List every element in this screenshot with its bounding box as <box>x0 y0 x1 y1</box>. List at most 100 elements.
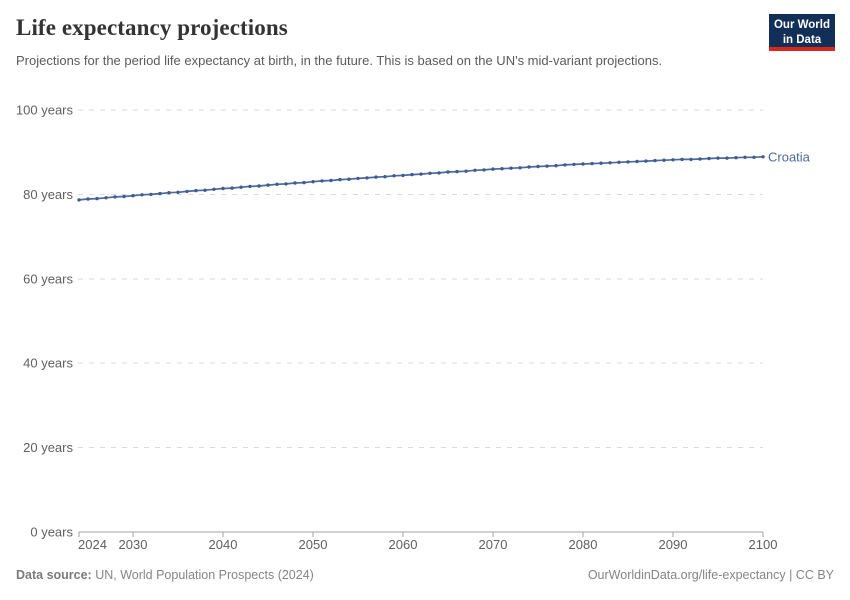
series-point[interactable] <box>194 188 198 193</box>
series-point[interactable] <box>293 181 297 185</box>
series-point[interactable] <box>527 165 531 169</box>
series-point[interactable] <box>347 177 351 181</box>
x-tick-label: 2050 <box>299 537 328 552</box>
series-point[interactable] <box>761 155 765 159</box>
y-tick-label: 0 years <box>30 525 73 540</box>
series-point[interactable] <box>689 157 693 162</box>
series-point[interactable] <box>239 185 243 189</box>
series-point[interactable] <box>554 164 558 168</box>
x-tick-label: 2024 <box>78 537 107 552</box>
series-point[interactable] <box>545 164 549 168</box>
series-point[interactable] <box>635 159 639 164</box>
series-point[interactable] <box>725 156 729 160</box>
owid-logo-line1: Our World <box>773 19 830 31</box>
series-point[interactable] <box>752 155 756 159</box>
series-point[interactable] <box>743 155 747 159</box>
series-point[interactable] <box>140 193 144 197</box>
y-tick-label: 100 years <box>16 103 74 118</box>
series-point[interactable] <box>446 170 450 174</box>
series-point[interactable] <box>653 158 657 163</box>
series-point[interactable] <box>500 167 504 171</box>
series-point[interactable] <box>482 168 486 172</box>
series-point[interactable] <box>104 196 108 200</box>
series-point[interactable] <box>644 159 648 163</box>
series-point[interactable] <box>365 176 369 180</box>
series-point[interactable] <box>734 156 738 160</box>
series-point[interactable] <box>338 177 342 182</box>
series-point[interactable] <box>608 161 612 165</box>
series-point[interactable] <box>455 169 459 174</box>
series-point[interactable] <box>113 195 117 199</box>
series-point[interactable] <box>131 194 135 198</box>
series-point[interactable] <box>185 189 189 194</box>
y-tick-label: 80 years <box>23 187 73 202</box>
series-point[interactable] <box>77 198 81 202</box>
series-point[interactable] <box>617 160 621 164</box>
series-point[interactable] <box>95 196 99 201</box>
owid-logo[interactable]: Our World in Data <box>769 14 835 51</box>
series-point[interactable] <box>203 188 207 192</box>
series-point[interactable] <box>698 157 702 161</box>
series-point[interactable] <box>599 161 603 165</box>
y-tick-label: 60 years <box>23 271 73 286</box>
series-point[interactable] <box>176 190 180 194</box>
series-point[interactable] <box>383 175 387 179</box>
x-tick-label: 2090 <box>659 537 688 552</box>
series-point[interactable] <box>311 180 315 184</box>
x-tick-label: 2080 <box>569 537 598 552</box>
series-point[interactable] <box>491 167 495 171</box>
series-point[interactable] <box>509 166 513 170</box>
series-point[interactable] <box>329 178 333 183</box>
series-point[interactable] <box>626 160 630 164</box>
series-point[interactable] <box>680 157 684 162</box>
series-line-croatia[interactable] <box>78 155 764 201</box>
series-point[interactable] <box>392 174 396 178</box>
chart-footer: Data source: UN, World Population Prospe… <box>16 568 834 582</box>
series-point[interactable] <box>437 171 441 175</box>
data-source-note: Data source: UN, World Population Prospe… <box>16 568 314 582</box>
series-point[interactable] <box>167 191 171 195</box>
x-tick-label: 2040 <box>209 537 238 552</box>
series-point[interactable] <box>401 173 405 178</box>
series-point[interactable] <box>428 171 432 175</box>
series-point[interactable] <box>86 197 90 201</box>
series-point[interactable] <box>149 192 153 197</box>
series-point[interactable] <box>473 168 477 172</box>
series-point[interactable] <box>275 182 279 186</box>
series-point[interactable] <box>266 183 270 187</box>
series-label-croatia[interactable]: Croatia <box>768 149 811 164</box>
series-point[interactable] <box>671 158 675 162</box>
series-point[interactable] <box>716 156 720 160</box>
series-point[interactable] <box>590 161 594 166</box>
series-point[interactable] <box>158 191 162 196</box>
series-point[interactable] <box>248 184 252 189</box>
series-point[interactable] <box>410 172 414 177</box>
series-point[interactable] <box>581 162 585 166</box>
series-point[interactable] <box>221 186 225 191</box>
series-point[interactable] <box>572 162 576 167</box>
series-point[interactable] <box>662 158 666 162</box>
series-point[interactable] <box>374 175 378 179</box>
series-point[interactable] <box>536 164 540 169</box>
series-point[interactable] <box>518 166 522 170</box>
y-tick-label: 40 years <box>23 356 73 371</box>
series-point[interactable] <box>356 176 360 181</box>
chart-subtitle: Projections for the period life expectan… <box>16 53 663 68</box>
series-point[interactable] <box>302 180 306 185</box>
series-point[interactable] <box>122 194 126 199</box>
series-point[interactable] <box>464 169 468 173</box>
series-point[interactable] <box>320 179 324 183</box>
series-point[interactable] <box>563 163 567 167</box>
series-point[interactable] <box>707 156 711 161</box>
series-point[interactable] <box>257 184 261 188</box>
page-title: Life expectancy projections <box>16 15 288 40</box>
series-point[interactable] <box>212 187 216 191</box>
series-point[interactable] <box>230 186 234 190</box>
x-tick-label: 2100 <box>749 537 778 552</box>
series-point[interactable] <box>284 182 288 186</box>
owid-license-link[interactable]: OurWorldinData.org/life-expectancy | CC … <box>587 568 834 582</box>
series-point[interactable] <box>419 172 423 176</box>
owid-logo-line2: in Data <box>782 33 822 46</box>
